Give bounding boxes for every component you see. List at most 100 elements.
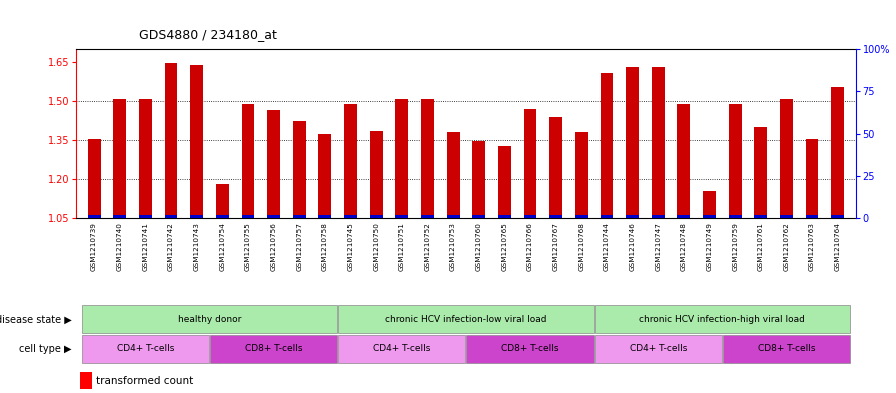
Bar: [677, 104, 690, 218]
Bar: [728, 215, 742, 218]
Text: GSM1210740: GSM1210740: [116, 222, 123, 271]
Bar: [344, 215, 357, 218]
Text: CD8+ T-cells: CD8+ T-cells: [758, 344, 815, 353]
Bar: [780, 99, 793, 218]
Text: CD8+ T-cells: CD8+ T-cells: [501, 344, 559, 353]
Bar: [88, 215, 100, 218]
Bar: [677, 215, 690, 218]
Bar: [780, 215, 793, 218]
Text: CD4+ T-cells: CD4+ T-cells: [630, 344, 687, 353]
FancyBboxPatch shape: [467, 334, 594, 363]
Text: GSM1210760: GSM1210760: [476, 222, 482, 271]
Text: GSM1210745: GSM1210745: [348, 222, 354, 271]
Bar: [242, 215, 254, 218]
FancyBboxPatch shape: [723, 334, 850, 363]
Bar: [165, 215, 177, 218]
Text: GSM1210766: GSM1210766: [527, 222, 533, 271]
Text: GSM1210739: GSM1210739: [91, 222, 97, 271]
Text: GSM1210743: GSM1210743: [194, 222, 200, 271]
Bar: [831, 215, 844, 218]
Text: GSM1210767: GSM1210767: [553, 222, 559, 271]
Bar: [498, 215, 511, 218]
Text: GSM1210761: GSM1210761: [758, 222, 763, 271]
Bar: [806, 215, 819, 218]
Text: healthy donor: healthy donor: [177, 315, 241, 324]
FancyBboxPatch shape: [82, 334, 209, 363]
Bar: [447, 215, 460, 218]
Text: GSM1210756: GSM1210756: [271, 222, 277, 271]
Text: GSM1210746: GSM1210746: [630, 222, 635, 271]
Bar: [472, 215, 485, 218]
Bar: [267, 110, 280, 218]
Bar: [267, 215, 280, 218]
Text: GSM1210747: GSM1210747: [655, 222, 661, 271]
Text: GSM1210759: GSM1210759: [732, 222, 738, 271]
Bar: [523, 109, 537, 218]
Text: GDS4880 / 234180_at: GDS4880 / 234180_at: [139, 28, 277, 41]
Text: chronic HCV infection-low viral load: chronic HCV infection-low viral load: [385, 315, 547, 324]
Bar: [421, 99, 434, 218]
Text: GSM1210748: GSM1210748: [681, 222, 687, 271]
Text: GSM1210753: GSM1210753: [450, 222, 456, 271]
Text: CD8+ T-cells: CD8+ T-cells: [245, 344, 302, 353]
Bar: [88, 140, 100, 218]
Bar: [498, 146, 511, 218]
Bar: [293, 215, 306, 218]
Bar: [626, 215, 639, 218]
Text: chronic HCV infection-high viral load: chronic HCV infection-high viral load: [640, 315, 806, 324]
Bar: [472, 141, 485, 218]
Text: GSM1210751: GSM1210751: [399, 222, 405, 271]
Bar: [831, 87, 844, 218]
Bar: [754, 215, 767, 218]
Text: GSM1210754: GSM1210754: [220, 222, 225, 271]
Bar: [216, 184, 228, 218]
FancyBboxPatch shape: [595, 305, 850, 333]
Text: CD4+ T-cells: CD4+ T-cells: [116, 344, 174, 353]
Bar: [523, 215, 537, 218]
Bar: [293, 121, 306, 218]
Bar: [447, 132, 460, 218]
Bar: [370, 215, 383, 218]
Bar: [139, 215, 151, 218]
Bar: [113, 215, 126, 218]
Bar: [600, 73, 614, 218]
FancyBboxPatch shape: [338, 305, 594, 333]
Text: GSM1210750: GSM1210750: [373, 222, 379, 271]
Text: transformed count: transformed count: [96, 376, 193, 386]
Bar: [651, 215, 665, 218]
Text: GSM1210752: GSM1210752: [425, 222, 430, 271]
Bar: [80, 372, 91, 389]
Text: GSM1210763: GSM1210763: [809, 222, 815, 271]
Bar: [113, 99, 126, 218]
Bar: [395, 99, 409, 218]
FancyBboxPatch shape: [595, 334, 722, 363]
Bar: [165, 63, 177, 218]
Bar: [703, 215, 716, 218]
Text: disease state ▶: disease state ▶: [0, 314, 72, 324]
Text: GSM1210758: GSM1210758: [322, 222, 328, 271]
Text: GSM1210765: GSM1210765: [502, 222, 507, 271]
Text: GSM1210749: GSM1210749: [707, 222, 712, 271]
Bar: [549, 215, 562, 218]
Bar: [370, 131, 383, 218]
Bar: [549, 117, 562, 218]
FancyBboxPatch shape: [338, 334, 465, 363]
Bar: [626, 67, 639, 218]
FancyBboxPatch shape: [210, 334, 337, 363]
Text: GSM1210741: GSM1210741: [142, 222, 149, 271]
Bar: [421, 215, 434, 218]
Text: GSM1210755: GSM1210755: [245, 222, 251, 271]
Bar: [728, 104, 742, 218]
Bar: [575, 215, 588, 218]
Bar: [575, 132, 588, 218]
Bar: [190, 65, 203, 218]
Text: GSM1210742: GSM1210742: [168, 222, 174, 271]
Bar: [242, 104, 254, 218]
Bar: [754, 127, 767, 218]
Text: CD4+ T-cells: CD4+ T-cells: [373, 344, 430, 353]
Text: GSM1210757: GSM1210757: [297, 222, 302, 271]
Text: GSM1210764: GSM1210764: [835, 222, 840, 271]
Bar: [806, 139, 819, 218]
Text: cell type ▶: cell type ▶: [19, 344, 72, 354]
Bar: [344, 104, 357, 218]
